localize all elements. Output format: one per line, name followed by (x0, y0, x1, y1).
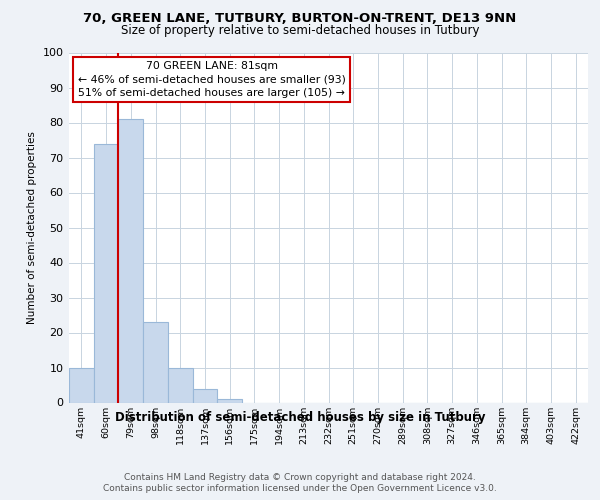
Text: 70, GREEN LANE, TUTBURY, BURTON-ON-TRENT, DE13 9NN: 70, GREEN LANE, TUTBURY, BURTON-ON-TRENT… (83, 12, 517, 26)
Text: Distribution of semi-detached houses by size in Tutbury: Distribution of semi-detached houses by … (115, 411, 485, 424)
Y-axis label: Number of semi-detached properties: Number of semi-detached properties (27, 131, 37, 324)
Bar (69, 368, 94, 402)
Bar (193, 388, 217, 402)
Bar (217, 399, 242, 402)
Bar (94, 144, 118, 402)
Text: Contains public sector information licensed under the Open Government Licence v3: Contains public sector information licen… (103, 484, 497, 493)
Text: Contains HM Land Registry data © Crown copyright and database right 2024.: Contains HM Land Registry data © Crown c… (124, 472, 476, 482)
Text: 70 GREEN LANE: 81sqm
← 46% of semi-detached houses are smaller (93)
51% of semi-: 70 GREEN LANE: 81sqm ← 46% of semi-detac… (78, 61, 346, 98)
Bar (118, 119, 143, 403)
Text: Size of property relative to semi-detached houses in Tutbury: Size of property relative to semi-detach… (121, 24, 479, 37)
Bar (168, 368, 193, 402)
Bar (143, 322, 168, 402)
